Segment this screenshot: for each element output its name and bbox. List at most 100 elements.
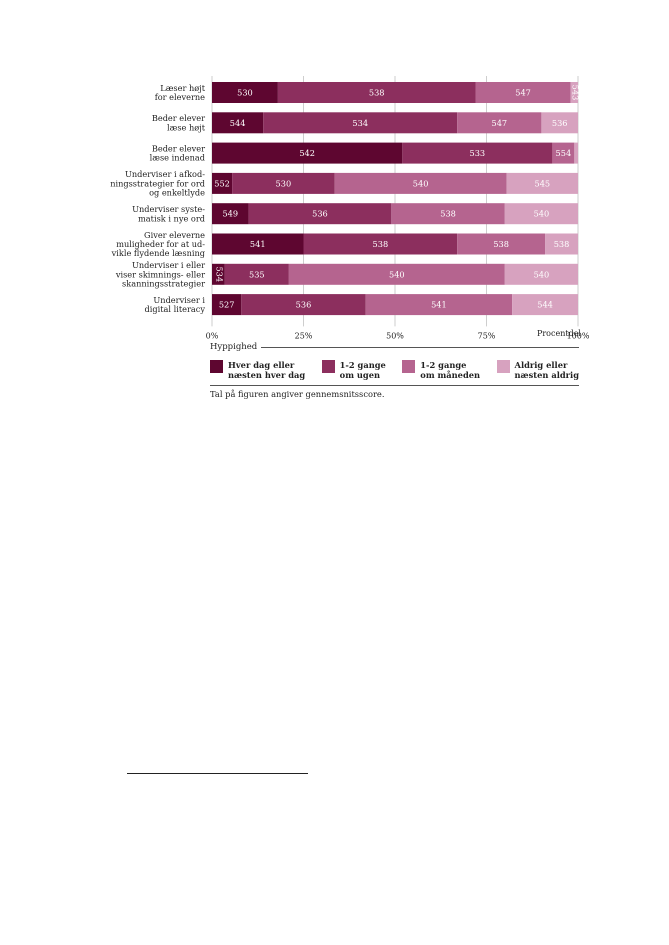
figure-note: Tal på figuren angiver gennemsnitsscore. [210, 389, 385, 399]
bar-value-label: 530 [276, 178, 292, 188]
legend-item: 1-2 gange om måneden [402, 360, 480, 380]
bar-segment [541, 112, 578, 134]
bar-value-label: 549 [222, 209, 238, 219]
category-label: Giver eleverne muligheder for at ud-vikle… [111, 230, 206, 258]
legend-swatch [496, 360, 510, 373]
legend-item: Hver dag eller næsten hver dag [210, 360, 305, 380]
legend-swatch [210, 360, 223, 373]
bar-segment [248, 203, 392, 225]
bar-value-label: 543 [570, 85, 580, 101]
bar-segment [212, 294, 242, 316]
bar-segment [475, 82, 571, 103]
footnote-rule [127, 773, 308, 774]
bar-segment [212, 82, 278, 103]
bar-segment [224, 263, 289, 285]
bar-segment [232, 172, 335, 194]
bars: 530 538 547 543 544 534 547 536 542 533 554 552 530 5… [212, 82, 580, 316]
legend-items: Hver dag eller næsten hver dag 1-2 gange o… [210, 360, 579, 380]
bar-segment [457, 233, 546, 255]
legend-title: Hyppighed [210, 342, 258, 352]
category-label: Beder elever læse højt [152, 113, 206, 132]
bar-segment [212, 112, 264, 134]
bar-segment [545, 233, 578, 255]
bar-segment [365, 294, 513, 316]
bar-segment [303, 233, 458, 255]
legend-swatch [321, 360, 335, 373]
x-tick-label: 75% [478, 331, 496, 340]
bar-value-label: 541 [250, 239, 266, 249]
bar-value-label: 547 [515, 88, 531, 98]
legend-label: Aldrig eller næsten aldrig [514, 360, 579, 380]
bar-value-label: 538 [554, 239, 570, 249]
legend-item: 1-2 gange om ugen [321, 360, 386, 380]
bar-segment [212, 203, 249, 225]
legend-rule [261, 346, 579, 348]
bar-value-label: 547 [491, 118, 507, 128]
bar-value-label: 536 [296, 300, 312, 310]
bar-value-label: 544 [537, 300, 553, 310]
legend-swatch [402, 360, 416, 373]
bar-value-label: 541 [431, 300, 447, 310]
x-tick-label: 25% [295, 331, 313, 340]
legend-item: Aldrig eller næsten aldrig [496, 360, 579, 380]
bar-segment [212, 263, 225, 285]
bar-value-label: 540 [534, 209, 550, 219]
bar-segment [212, 142, 403, 164]
bar-segment [288, 263, 505, 285]
legend: Hyppighed Hver dag eller næsten hver dag … [210, 340, 579, 386]
bar-value-label: 554 [556, 148, 572, 158]
bar-segment [212, 172, 233, 194]
bar-value-label: 535 [249, 269, 265, 279]
bar-segment [512, 294, 578, 316]
x-tick-labels: 0% 25% 50% 75% 100% [206, 331, 590, 340]
legend-label: Hver dag eller næsten hver dag [228, 360, 306, 380]
bar-segment [574, 142, 578, 164]
category-label: Underviser i afkod-ningsstrategier for o… [110, 169, 205, 197]
x-tick-label: 50% [386, 331, 404, 340]
bar-segment [402, 142, 553, 164]
bar-value-label: 533 [470, 148, 486, 158]
bar-segment [241, 294, 366, 316]
bar-value-label: 536 [552, 118, 568, 128]
stacked-bar-chart: 530 538 547 543 544 534 547 536 542 533 554 552 530 5… [110, 76, 590, 340]
bar-value-label: 538 [440, 209, 456, 219]
bar-value-label: 545 [534, 178, 550, 188]
bar-segment [277, 82, 476, 103]
bar-segment [552, 142, 575, 164]
bar-value-label: 536 [312, 209, 328, 219]
bar-segment [334, 172, 507, 194]
bar-segment [504, 263, 578, 285]
bar-value-label: 538 [373, 239, 389, 249]
bar-value-label: 534 [352, 118, 368, 128]
bar-value-label: 527 [219, 300, 235, 310]
bar-value-label: 540 [413, 178, 429, 188]
bar-segment [457, 112, 542, 134]
bar-value-label: 534 [214, 266, 224, 282]
bar-segment [212, 233, 304, 255]
legend-bottom-rule [210, 385, 579, 386]
category-label: Underviser syste-matisk i nye ord [132, 204, 205, 223]
category-labels: Læser højt for eleverne Beder elever læse h… [110, 83, 206, 314]
bar-value-label: 540 [534, 269, 550, 279]
bar-value-label: 530 [237, 88, 253, 98]
category-label: Læser højt for eleverne [155, 83, 206, 102]
x-tick-label: 0% [206, 331, 219, 340]
bar-value-label: 538 [493, 239, 509, 249]
legend-label: 1-2 gange om ugen [339, 360, 386, 380]
bar-segment [263, 112, 458, 134]
legend-label: 1-2 gange om måneden [420, 360, 481, 380]
bar-value-label: 544 [230, 118, 246, 128]
category-label: Underviser i digital literacy [145, 295, 206, 314]
bar-segment [506, 172, 578, 194]
category-label: Underviser i eller viser skimnings- eller… [115, 260, 205, 288]
x-tick-label: 100% [567, 331, 590, 340]
bar-value-label: 552 [214, 178, 230, 188]
legend-header: Hyppighed [210, 340, 579, 354]
bar-segment [570, 82, 578, 103]
x-axis-label: Procentdel [537, 329, 581, 338]
bar-value-label: 542 [299, 148, 315, 158]
bar-segment [504, 203, 578, 225]
category-label: Beder elever læse indenad [150, 144, 205, 163]
bar-segment [391, 203, 505, 225]
bar-value-label: 538 [369, 88, 385, 98]
